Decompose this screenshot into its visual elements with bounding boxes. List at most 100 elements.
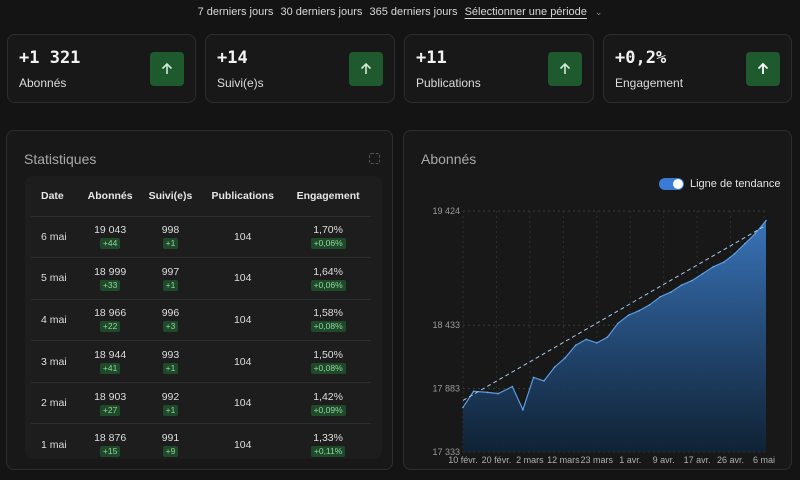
- cell-following: 993 +1: [140, 340, 201, 383]
- cell-date: 2 mai: [31, 382, 80, 425]
- following-value: 997: [161, 265, 180, 278]
- followers-delta-badge: +33: [99, 279, 121, 291]
- statistics-table-container[interactable]: Date Abonnés Suivi(e)s Publications Enga…: [25, 176, 382, 459]
- trend-line-toggle[interactable]: [659, 178, 684, 190]
- followers-value: 18 999: [94, 265, 127, 278]
- period-selector: 7 derniers jours 30 derniers jours 365 d…: [0, 6, 800, 18]
- following-value: 998: [161, 224, 180, 237]
- x-tick-label: 9 avr.: [653, 455, 675, 465]
- table-row: 4 mai 18 966 +22 996 +3 104 1,58% +0,08%: [31, 299, 371, 342]
- column-header-publications: Publications: [200, 176, 286, 217]
- data-point: [722, 261, 725, 263]
- chevron-down-icon[interactable]: ⌄: [594, 7, 603, 17]
- cell-following: 998 +1: [140, 216, 201, 259]
- cell-engagement: 1,33% +0,11%: [285, 423, 371, 459]
- data-point: [701, 272, 704, 275]
- cell-engagement: 1,50% +0,08%: [285, 340, 371, 383]
- engagement-delta-badge: +0,06%: [310, 279, 346, 291]
- x-tick-label: 20 févr.: [482, 455, 512, 465]
- card-value: +0,2%: [615, 48, 667, 68]
- panel-title: Abonnés: [421, 151, 477, 167]
- data-point: [564, 357, 566, 359]
- data-point: [532, 376, 535, 379]
- engagement-delta-badge: +0,11%: [310, 446, 346, 458]
- cell-followers: 18 966 +22: [79, 299, 141, 342]
- stat-card-following: +14 Suivi(e)s: [205, 34, 395, 103]
- table-row: 6 mai 19 043 +44 998 +1 104 1,70% +0,06%: [31, 216, 371, 259]
- followers-delta-badge: +41: [99, 363, 121, 375]
- data-point: [712, 266, 714, 268]
- statistics-panel: Statistiques Date Abonnés Suivi(e)s Publ…: [6, 130, 393, 470]
- card-value: +1 321: [19, 48, 81, 68]
- cell-date: 3 mai: [31, 340, 80, 383]
- stat-card-engagement: +0,2% Engagement: [603, 34, 792, 103]
- data-point: [744, 242, 746, 245]
- data-point: [627, 314, 630, 316]
- data-point: [472, 390, 475, 393]
- engagement-value: 1,58%: [313, 307, 343, 320]
- data-point: [606, 336, 609, 338]
- column-header-followers: Abonnés: [79, 176, 141, 217]
- cell-engagement: 1,64% +0,06%: [285, 257, 371, 300]
- followers-chart-panel: Abonnés Ligne de tendance 19 424 18 433 17…: [403, 130, 792, 470]
- followers-value: 18 944: [94, 349, 127, 362]
- data-point: [574, 344, 577, 346]
- cell-following: 992 +1: [140, 382, 201, 425]
- followers-value: 18 966: [94, 307, 127, 320]
- select-period-link[interactable]: Sélectionner une période: [464, 6, 587, 18]
- x-tick-label: 23 mars: [581, 455, 614, 465]
- expand-icon[interactable]: [369, 153, 380, 164]
- period-30-days[interactable]: 30 derniers jours: [280, 6, 363, 18]
- following-value: 991: [161, 432, 180, 445]
- data-point: [648, 304, 651, 306]
- period-365-days[interactable]: 365 derniers jours: [369, 6, 458, 18]
- data-point: [670, 291, 672, 293]
- data-point: [733, 253, 736, 255]
- data-point: [754, 232, 757, 235]
- followers-area: [463, 220, 766, 452]
- y-tick-label: 19 424: [432, 206, 460, 216]
- engagement-delta-badge: +0,06%: [310, 238, 346, 250]
- engagement-delta-badge: +0,08%: [310, 321, 346, 333]
- table-header-row: Date Abonnés Suivi(e)s Publications Enga…: [31, 176, 371, 217]
- cell-publications: 104: [200, 216, 286, 259]
- arrow-up-icon: [349, 52, 383, 86]
- following-value: 992: [161, 390, 180, 403]
- data-point: [596, 342, 598, 344]
- cell-publications: 104: [200, 382, 286, 425]
- following-delta-badge: +9: [162, 446, 179, 458]
- cell-date: 6 mai: [31, 216, 80, 259]
- cell-followers: 18 903 +27: [79, 382, 141, 425]
- data-point: [638, 309, 640, 312]
- statistics-table: Date Abonnés Suivi(e)s Publications Enga…: [31, 176, 371, 459]
- data-point: [486, 391, 489, 394]
- followers-value: 18 876: [94, 432, 127, 445]
- followers-value: 18 903: [94, 390, 127, 403]
- followers-delta-badge: +27: [99, 404, 121, 416]
- card-value: +14: [217, 48, 248, 68]
- cell-engagement: 1,42% +0,09%: [285, 382, 371, 425]
- engagement-delta-badge: +0,08%: [310, 363, 346, 375]
- cell-followers: 18 944 +41: [79, 340, 141, 383]
- table-row: 5 mai 18 999 +33 997 +1 104 1,64% +0,06%: [31, 257, 371, 300]
- stat-card-followers: +1 321 Abonnés: [7, 34, 196, 103]
- column-header-engagement: Engagement: [285, 176, 371, 217]
- data-point: [680, 284, 683, 286]
- x-tick-label: 10 févr.: [448, 455, 478, 465]
- data-point: [522, 408, 524, 411]
- followers-delta-badge: +15: [99, 446, 121, 458]
- card-value: +11: [416, 48, 447, 68]
- following-delta-badge: +1: [162, 363, 179, 375]
- cell-date: 4 mai: [31, 299, 80, 342]
- cell-date: 1 mai: [31, 423, 80, 459]
- arrow-up-icon: [548, 52, 582, 86]
- data-point: [543, 380, 545, 382]
- x-tick-label: 12 mars: [547, 455, 580, 465]
- cell-publications: 104: [200, 299, 286, 342]
- cell-following: 997 +1: [140, 257, 201, 300]
- period-7-days[interactable]: 7 derniers jours: [197, 6, 274, 18]
- cell-following: 991 +9: [140, 423, 201, 459]
- cell-engagement: 1,58% +0,08%: [285, 299, 371, 342]
- data-point: [765, 219, 767, 222]
